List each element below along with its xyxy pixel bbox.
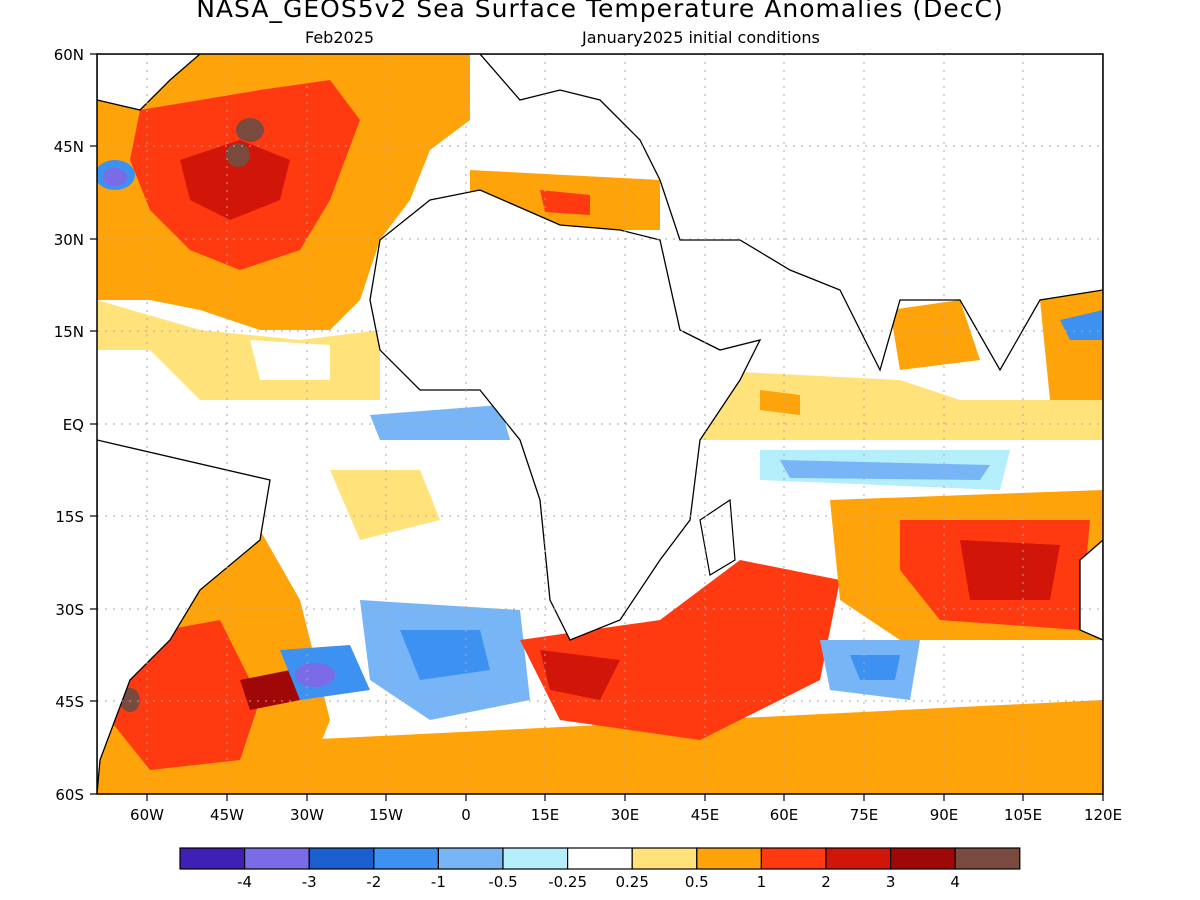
legend-label: -2 bbox=[366, 873, 381, 891]
legend-swatches bbox=[179, 847, 1021, 870]
legend-swatch bbox=[760, 847, 827, 870]
legend-swatch bbox=[437, 847, 504, 870]
lon-label: 15W bbox=[369, 806, 403, 824]
legend-label: 1 bbox=[757, 873, 767, 891]
lat-label: 45N bbox=[54, 138, 84, 156]
lon-label: 15E bbox=[531, 806, 560, 824]
legend-swatch bbox=[631, 847, 698, 870]
lon-label: 30E bbox=[611, 806, 640, 824]
legend-label: -0.25 bbox=[548, 873, 587, 891]
longitude-labels: 60W 45W 30W 15W 0 15E 30E 45E 60E 75E 90… bbox=[130, 806, 1122, 824]
gridlines bbox=[97, 54, 1103, 794]
legend-swatch bbox=[244, 847, 310, 870]
legend-label: -0.5 bbox=[488, 873, 517, 891]
lon-label: 60W bbox=[130, 806, 164, 824]
legend-swatch bbox=[502, 847, 569, 870]
legend-swatch bbox=[696, 847, 762, 870]
legend-swatch bbox=[373, 847, 439, 870]
color-legend: -4 -3 -2 -1 -0.5 -0.25 0.25 0.5 1 2 3 4 bbox=[179, 847, 1021, 891]
legend-labels: -4 -3 -2 -1 -0.5 -0.25 0.25 0.5 1 2 3 4 bbox=[237, 873, 960, 891]
lon-label: 45E bbox=[691, 806, 720, 824]
map-title: NASA_GEOS5v2 Sea Surface Temperature Ano… bbox=[196, 0, 1004, 23]
legend-swatch bbox=[308, 847, 375, 870]
legend-label: 0.5 bbox=[685, 873, 709, 891]
legend-swatch bbox=[889, 847, 956, 870]
lat-label: 60N bbox=[54, 46, 84, 64]
lat-label: 15N bbox=[54, 323, 84, 341]
lon-label: 75E bbox=[850, 806, 879, 824]
legend-swatch bbox=[954, 847, 1021, 870]
lat-label: 60S bbox=[55, 786, 84, 804]
lon-label: 90E bbox=[930, 806, 959, 824]
lon-label: 30W bbox=[290, 806, 324, 824]
lon-label: 105E bbox=[1004, 806, 1042, 824]
lat-label: 45S bbox=[55, 693, 84, 711]
legend-label: 3 bbox=[886, 873, 896, 891]
lon-label: 60E bbox=[770, 806, 799, 824]
lat-label: 30N bbox=[54, 231, 84, 249]
lat-label: 30S bbox=[55, 601, 84, 619]
legend-label: 4 bbox=[950, 873, 960, 891]
sst-anomaly-map: 60N 45N 30N 15N EQ 15S 30S 45S 60S 60W 4… bbox=[54, 46, 1122, 824]
latitude-labels: 60N 45N 30N 15N EQ 15S 30S 45S 60S bbox=[54, 46, 84, 804]
lon-label: 120E bbox=[1084, 806, 1122, 824]
forecast-month: Feb2025 bbox=[305, 28, 375, 47]
lon-label: 0 bbox=[461, 806, 471, 824]
lon-label: 45W bbox=[210, 806, 244, 824]
lat-label: EQ bbox=[63, 416, 84, 434]
lat-label: 15S bbox=[55, 508, 84, 526]
legend-label: -3 bbox=[302, 873, 317, 891]
initial-conditions-label: January2025 initial conditions bbox=[582, 28, 820, 47]
legend-label: -4 bbox=[237, 873, 252, 891]
legend-label: 0.25 bbox=[615, 873, 648, 891]
anomaly-field bbox=[97, 54, 1103, 794]
axis-ticks bbox=[90, 53, 1104, 801]
legend-swatch bbox=[825, 847, 892, 870]
legend-swatch bbox=[179, 847, 246, 870]
legend-swatch bbox=[566, 847, 633, 870]
legend-label: -1 bbox=[431, 873, 446, 891]
legend-label: 2 bbox=[821, 873, 831, 891]
